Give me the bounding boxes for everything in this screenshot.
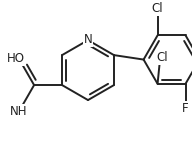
- Text: NH: NH: [10, 105, 27, 118]
- Text: Cl: Cl: [156, 51, 168, 64]
- Text: HO: HO: [7, 52, 25, 65]
- Text: F: F: [182, 102, 189, 115]
- Text: Cl: Cl: [152, 2, 163, 15]
- Text: N: N: [84, 33, 92, 46]
